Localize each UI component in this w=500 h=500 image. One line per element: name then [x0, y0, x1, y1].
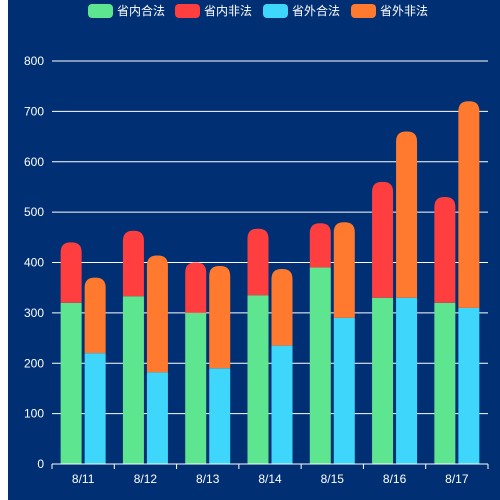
legend-label: 省内非法 [204, 4, 252, 18]
y-tick-label: 800 [24, 54, 44, 68]
y-axis: 0 100 200 300 400 500 600 700 800 [24, 54, 44, 471]
y-tick-label: 200 [24, 356, 44, 370]
bar-group-8/16 [372, 131, 418, 464]
bar-8/11-省内合法[interactable] [60, 302, 82, 464]
bar-8/14-省外非法[interactable] [271, 269, 293, 346]
bar-8/16-省内合法[interactable] [372, 297, 394, 464]
x-tick-label: 8/14 [258, 472, 282, 486]
bar-8/12-省外合法[interactable] [146, 372, 168, 464]
bar-8/16-省外非法[interactable] [396, 131, 418, 298]
x-axis: 8/11 8/12 8/13 8/14 8/15 8/16 8/17 [51, 463, 489, 486]
bar-group-8/17 [434, 101, 480, 464]
legend-item-2[interactable]: 省外合法 [263, 3, 340, 18]
bar-8/15-省内非法[interactable] [309, 223, 331, 268]
legend-item-1[interactable]: 省内非法 [175, 4, 252, 18]
bar-8/14-省内合法[interactable] [247, 295, 269, 464]
bar-8/16-省外合法[interactable] [396, 297, 418, 464]
chart-panel: 省内合法 省内非法 省外合法 省外非法 0 100 200 300 400 500 600 700 8… [8, 0, 500, 500]
y-tick-label: 700 [24, 104, 44, 118]
bar-8/16-省内非法[interactable] [372, 181, 394, 298]
bar-8/14-省内非法[interactable] [247, 228, 269, 296]
x-tick-label: 8/12 [134, 472, 158, 486]
legend-label: 省外非法 [380, 4, 428, 18]
bar-8/17-省外非法[interactable] [458, 101, 480, 308]
legend-label: 省内合法 [117, 3, 165, 18]
legend-item-3[interactable]: 省外非法 [351, 4, 428, 18]
bar-group-8/13 [185, 262, 231, 464]
bar-8/11-省外非法[interactable] [84, 277, 106, 354]
y-tick-label: 0 [37, 457, 44, 471]
bar-8/14-省外合法[interactable] [271, 345, 293, 464]
x-tick-label: 8/13 [196, 472, 220, 486]
bar-8/13-省内非法[interactable] [185, 262, 207, 313]
bar-8/13-省内合法[interactable] [185, 312, 207, 464]
stacked-bar-chart: 省内合法 省内非法 省外合法 省外非法 0 100 200 300 400 500 600 700 8… [24, 3, 489, 486]
bars [60, 101, 480, 464]
bar-8/12-省内非法[interactable] [122, 230, 144, 297]
legend-label: 省外合法 [292, 3, 340, 18]
bar-8/17-省内合法[interactable] [434, 302, 456, 464]
bar-8/11-省内非法[interactable] [60, 242, 82, 303]
legend-swatch [175, 4, 200, 18]
bar-group-8/11 [60, 242, 106, 464]
y-tick-label: 300 [24, 306, 44, 320]
x-tick-label: 8/16 [383, 472, 407, 486]
bar-8/15-省外合法[interactable] [333, 317, 355, 464]
bar-8/17-省外合法[interactable] [458, 307, 480, 464]
bar-8/13-省外非法[interactable] [209, 266, 231, 369]
bar-group-8/14 [247, 228, 293, 464]
bar-8/15-省外非法[interactable] [333, 222, 355, 318]
legend-swatch [351, 4, 376, 18]
legend: 省内合法 省内非法 省外合法 省外非法 [88, 3, 428, 18]
y-tick-label: 500 [24, 205, 44, 219]
legend-swatch [88, 4, 113, 18]
bar-8/15-省内合法[interactable] [309, 267, 331, 464]
legend-swatch [263, 4, 288, 18]
y-tick-label: 600 [24, 155, 44, 169]
bar-8/13-省外合法[interactable] [209, 368, 231, 464]
bar-8/12-省外非法[interactable] [146, 255, 168, 373]
bar-8/12-省内合法[interactable] [122, 296, 144, 464]
y-tick-label: 100 [24, 407, 44, 421]
bar-group-8/12 [122, 230, 168, 464]
legend-item-0[interactable]: 省内合法 [88, 3, 165, 18]
x-tick-label: 8/11 [72, 472, 95, 486]
x-tick-label: 8/15 [321, 472, 345, 486]
bar-group-8/15 [309, 222, 355, 464]
grid-lines [52, 60, 488, 415]
bar-8/17-省内非法[interactable] [434, 197, 456, 303]
bar-8/11-省外合法[interactable] [84, 353, 106, 464]
x-tick-label: 8/17 [445, 472, 469, 486]
y-tick-label: 400 [24, 256, 44, 270]
